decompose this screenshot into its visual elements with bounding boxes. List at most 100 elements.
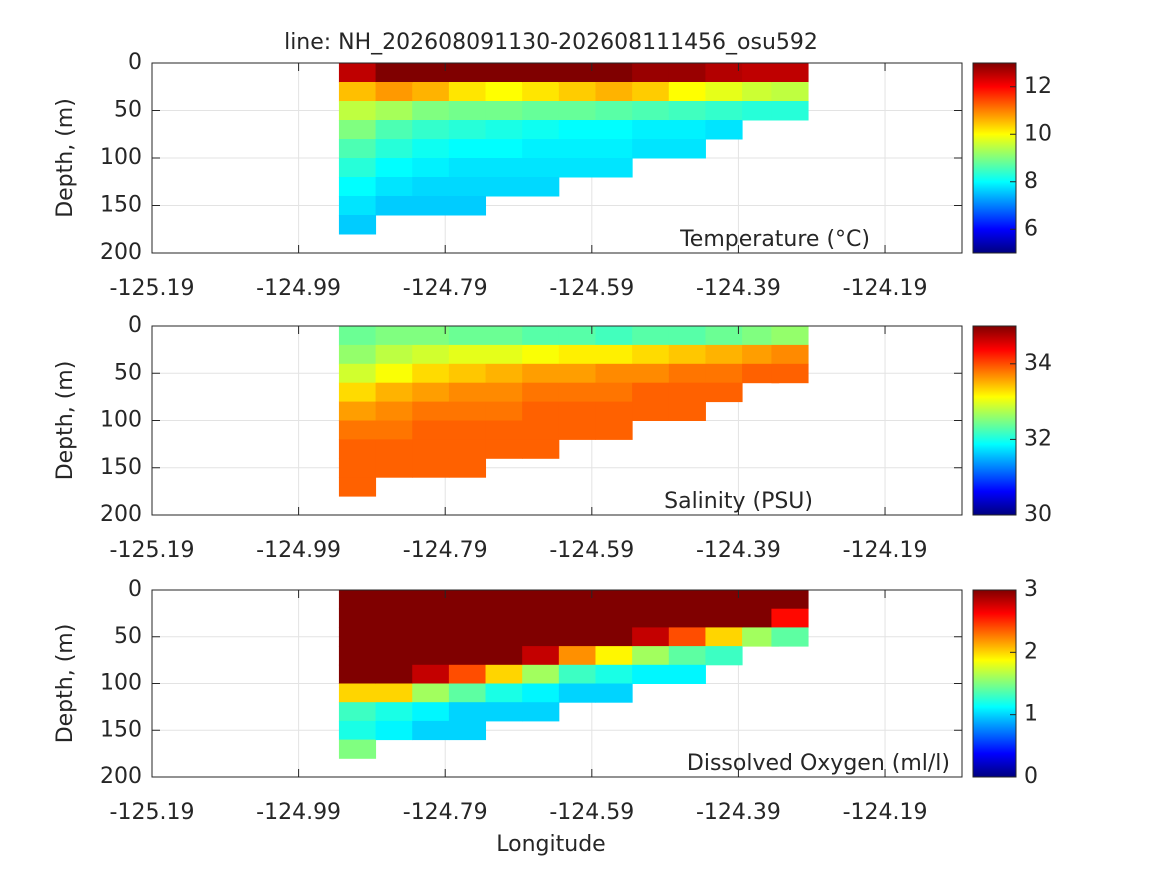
data-cell [448,646,487,666]
data-cell [375,326,413,346]
data-cell [595,683,633,703]
x-tick-label: -124.99 [256,800,341,825]
data-cell [485,439,523,459]
data-cell [771,326,809,346]
data-cell [485,420,523,440]
data-cell [522,158,560,178]
y-tick-label: 50 [114,360,142,385]
data-cell [668,646,706,666]
data-cell [338,720,377,741]
colorbar-tick-label: 2 [1024,639,1038,664]
colorbar-tick-label: 32 [1024,426,1052,451]
data-cell [412,401,450,421]
data-cell [558,120,596,140]
data-cell [705,63,743,83]
data-cell [375,101,413,121]
x-tick-label: -125.19 [110,800,195,825]
data-cell [771,63,809,83]
data-cell [412,627,450,647]
y-tick-label: 200 [100,764,142,789]
y-tick-label: 0 [128,313,142,338]
y-tick-label: 150 [100,193,142,218]
colorbar-tick-label: 30 [1024,502,1052,527]
data-cell [338,215,377,235]
data-cell [558,344,596,365]
data-cell [412,63,450,83]
y-axis-label: Depth, (m) [53,98,78,218]
data-cell [522,420,560,440]
data-cell [338,158,377,178]
data-cell [522,63,560,83]
y-tick-label: 150 [100,717,142,742]
data-cell [448,683,487,703]
data-cell [595,646,633,666]
data-cell [632,363,670,384]
x-tick-label: -124.39 [696,276,781,301]
data-cell [595,382,633,403]
data-cell [668,326,706,346]
data-cell [485,326,523,346]
data-cell [448,63,487,83]
data-cell [742,590,780,610]
data-cell [668,363,706,384]
data-cell [448,608,487,628]
data-cell [668,82,706,102]
data-cell [412,177,450,197]
data-cell [668,664,706,684]
data-cell [705,326,743,346]
x-tick-label: -124.79 [403,800,488,825]
panel-label: Temperature (°C) [679,227,870,252]
data-cell [412,196,450,216]
data-cell [522,439,560,459]
data-cell [485,664,523,684]
chart-title: line: NH_202608091130-202608111456_osu59… [284,30,818,55]
data-cell [412,590,450,610]
data-cell [595,664,633,684]
data-cell [375,158,413,178]
data-cell [375,458,413,478]
colorbar [972,62,1017,254]
y-tick-label: 100 [100,408,142,433]
data-cell [338,63,377,83]
data-cell [375,382,413,403]
data-cell [595,420,633,440]
data-cell [632,139,670,159]
data-cell [338,196,377,216]
x-tick-label: -124.79 [403,276,488,301]
data-cell [485,382,523,403]
data-cell [375,401,413,421]
data-cell [375,646,413,666]
data-cell [412,82,450,102]
data-cell [668,608,706,628]
data-cell [705,120,743,140]
data-cell [558,420,596,440]
data-cell [558,664,596,684]
data-cell [595,82,633,102]
data-cell [632,326,670,346]
data-cell [338,627,377,647]
x-tick-label: -124.59 [549,276,634,301]
data-cell [338,82,377,102]
data-cell [338,382,377,403]
data-cell [412,702,450,722]
data-cell [338,363,377,384]
colorbar [972,589,1017,778]
data-cell [448,627,487,647]
data-cell [742,363,780,384]
data-cell [375,720,413,741]
x-tick-label: -124.79 [403,538,488,563]
data-cell [668,382,706,403]
data-cell [705,608,743,628]
data-cell [375,590,413,610]
data-cell [558,590,596,610]
data-cell [448,439,487,459]
data-cell [771,101,809,121]
data-cell [522,627,560,647]
data-cell [485,627,523,647]
colorbar-tick-label: 6 [1024,216,1038,241]
data-cell [412,326,450,346]
y-tick-label: 100 [100,671,142,696]
data-cell [412,439,450,459]
data-cell [485,177,523,197]
